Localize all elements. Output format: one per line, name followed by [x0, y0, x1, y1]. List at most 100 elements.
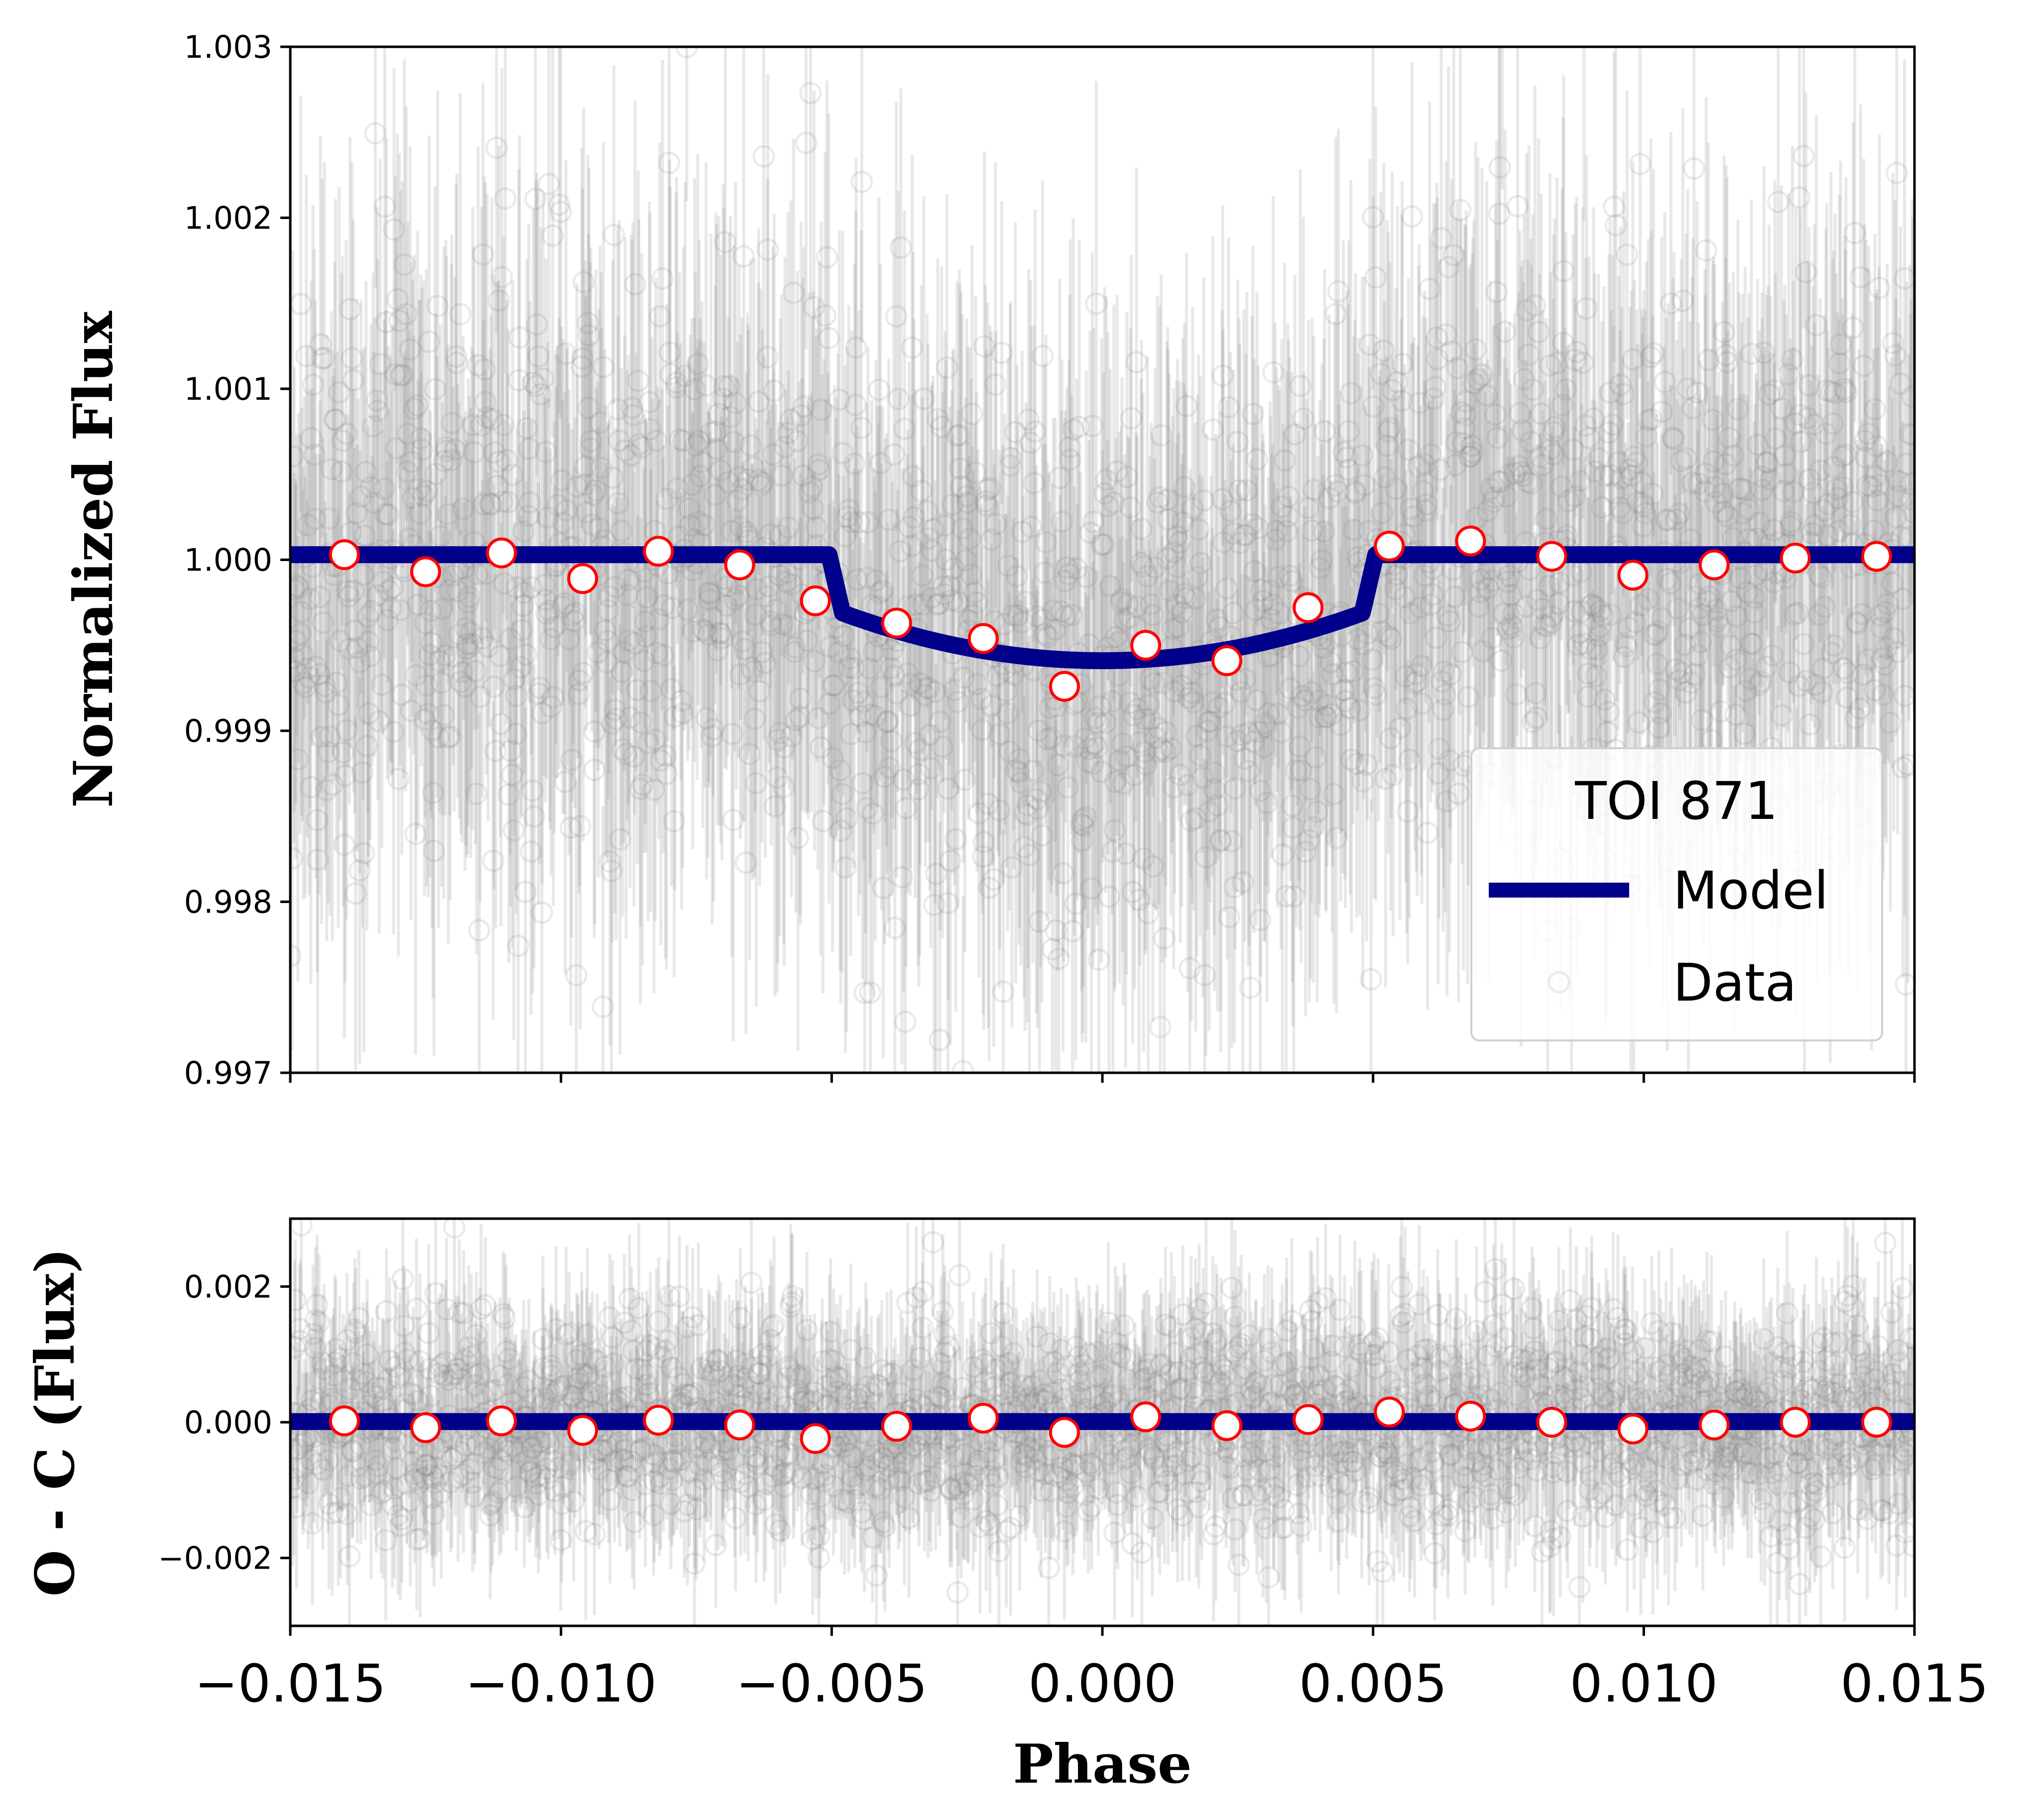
x-tick-label: 0.000 [1028, 1653, 1177, 1714]
data-point [642, 586, 665, 993]
data-point [733, 476, 756, 821]
data-point [688, 239, 711, 642]
data-point [1004, 222, 1027, 642]
data-point [290, 667, 303, 1050]
data-point [1108, 432, 1131, 852]
data-point [456, 434, 478, 855]
y-tick-label: 0.999 [184, 713, 273, 749]
data-point [1006, 423, 1029, 808]
data-point [714, 47, 737, 438]
data-point [1102, 304, 1125, 701]
data-point [1011, 442, 1034, 802]
data-point [353, 346, 376, 725]
data-point [369, 159, 392, 569]
data-point [455, 440, 478, 858]
data-point [418, 433, 441, 877]
data-point [315, 639, 338, 941]
data-point [468, 713, 490, 1073]
data-point [306, 668, 329, 972]
data-point [768, 422, 791, 729]
data-point [396, 307, 419, 636]
binned-point [567, 563, 598, 594]
data-point [356, 562, 378, 931]
data-point [947, 495, 969, 909]
data-point [1201, 235, 1224, 623]
data-point [366, 259, 389, 563]
data-point [592, 806, 614, 1073]
data-point [835, 605, 858, 1032]
binned-point [1049, 1417, 1080, 1448]
binned-point [1536, 541, 1567, 572]
data-point [1213, 494, 1236, 912]
binned-point [1293, 592, 1324, 623]
data-point [715, 441, 738, 770]
binned-point [881, 1411, 912, 1442]
data-point [1006, 364, 1029, 788]
legend-title: TOI 871 [1574, 771, 1778, 831]
binned-point [329, 539, 360, 570]
data-point [993, 414, 1016, 834]
binned-point [1861, 541, 1892, 572]
data-point [310, 549, 333, 924]
data-point [655, 578, 678, 970]
data-point [976, 302, 999, 677]
data-point [1054, 410, 1077, 823]
data-point [1103, 668, 1126, 992]
data-point [736, 324, 759, 636]
data-point [604, 428, 627, 746]
data-point [956, 346, 979, 659]
data-point [575, 294, 598, 731]
data-point [376, 461, 399, 780]
data-point [920, 385, 943, 810]
data-point [1121, 740, 1144, 1043]
data-point [1118, 438, 1141, 797]
data-point [856, 347, 879, 698]
data-point [422, 587, 445, 999]
data-point [1211, 310, 1234, 688]
x-tick-label: 0.010 [1569, 1653, 1718, 1714]
data-point [729, 334, 752, 720]
data-point [337, 435, 360, 758]
data-point [485, 47, 508, 333]
data-point [1027, 529, 1050, 932]
data-point [937, 687, 959, 1073]
data-point [606, 316, 629, 690]
data-point [377, 346, 400, 683]
data-point [600, 670, 623, 1073]
data-point [298, 459, 321, 896]
data-point [1184, 423, 1207, 774]
data-point [530, 693, 553, 1073]
data-point [1035, 335, 1058, 750]
data-point [1134, 549, 1157, 955]
x-tick-label: −0.005 [736, 1653, 928, 1714]
data-point [1154, 578, 1177, 886]
data-point [384, 176, 407, 572]
data-point [1209, 671, 1232, 1012]
data-point [587, 427, 609, 878]
data-point [1145, 565, 1168, 911]
data-point [449, 93, 472, 536]
data-point [483, 274, 506, 630]
data-point [351, 617, 374, 927]
data-point [1061, 752, 1084, 1073]
data-point [747, 228, 770, 575]
x-tick-label: 0.005 [1299, 1653, 1447, 1714]
data-point [917, 534, 940, 843]
data-point [1024, 209, 1047, 654]
data-point [1190, 376, 1212, 750]
data-point [807, 299, 830, 630]
data-point [535, 448, 558, 779]
binned-point [1130, 1401, 1161, 1433]
data-point [783, 448, 806, 856]
data-point [487, 145, 510, 456]
data-point [444, 277, 467, 623]
data-point [472, 320, 495, 688]
data-point [1193, 759, 1216, 1073]
data-point [902, 252, 925, 701]
data-point [597, 422, 619, 799]
data-point [803, 471, 826, 851]
data-point [540, 538, 563, 876]
data-point [385, 237, 408, 660]
data-point [971, 698, 994, 1015]
data-point [1215, 514, 1238, 959]
